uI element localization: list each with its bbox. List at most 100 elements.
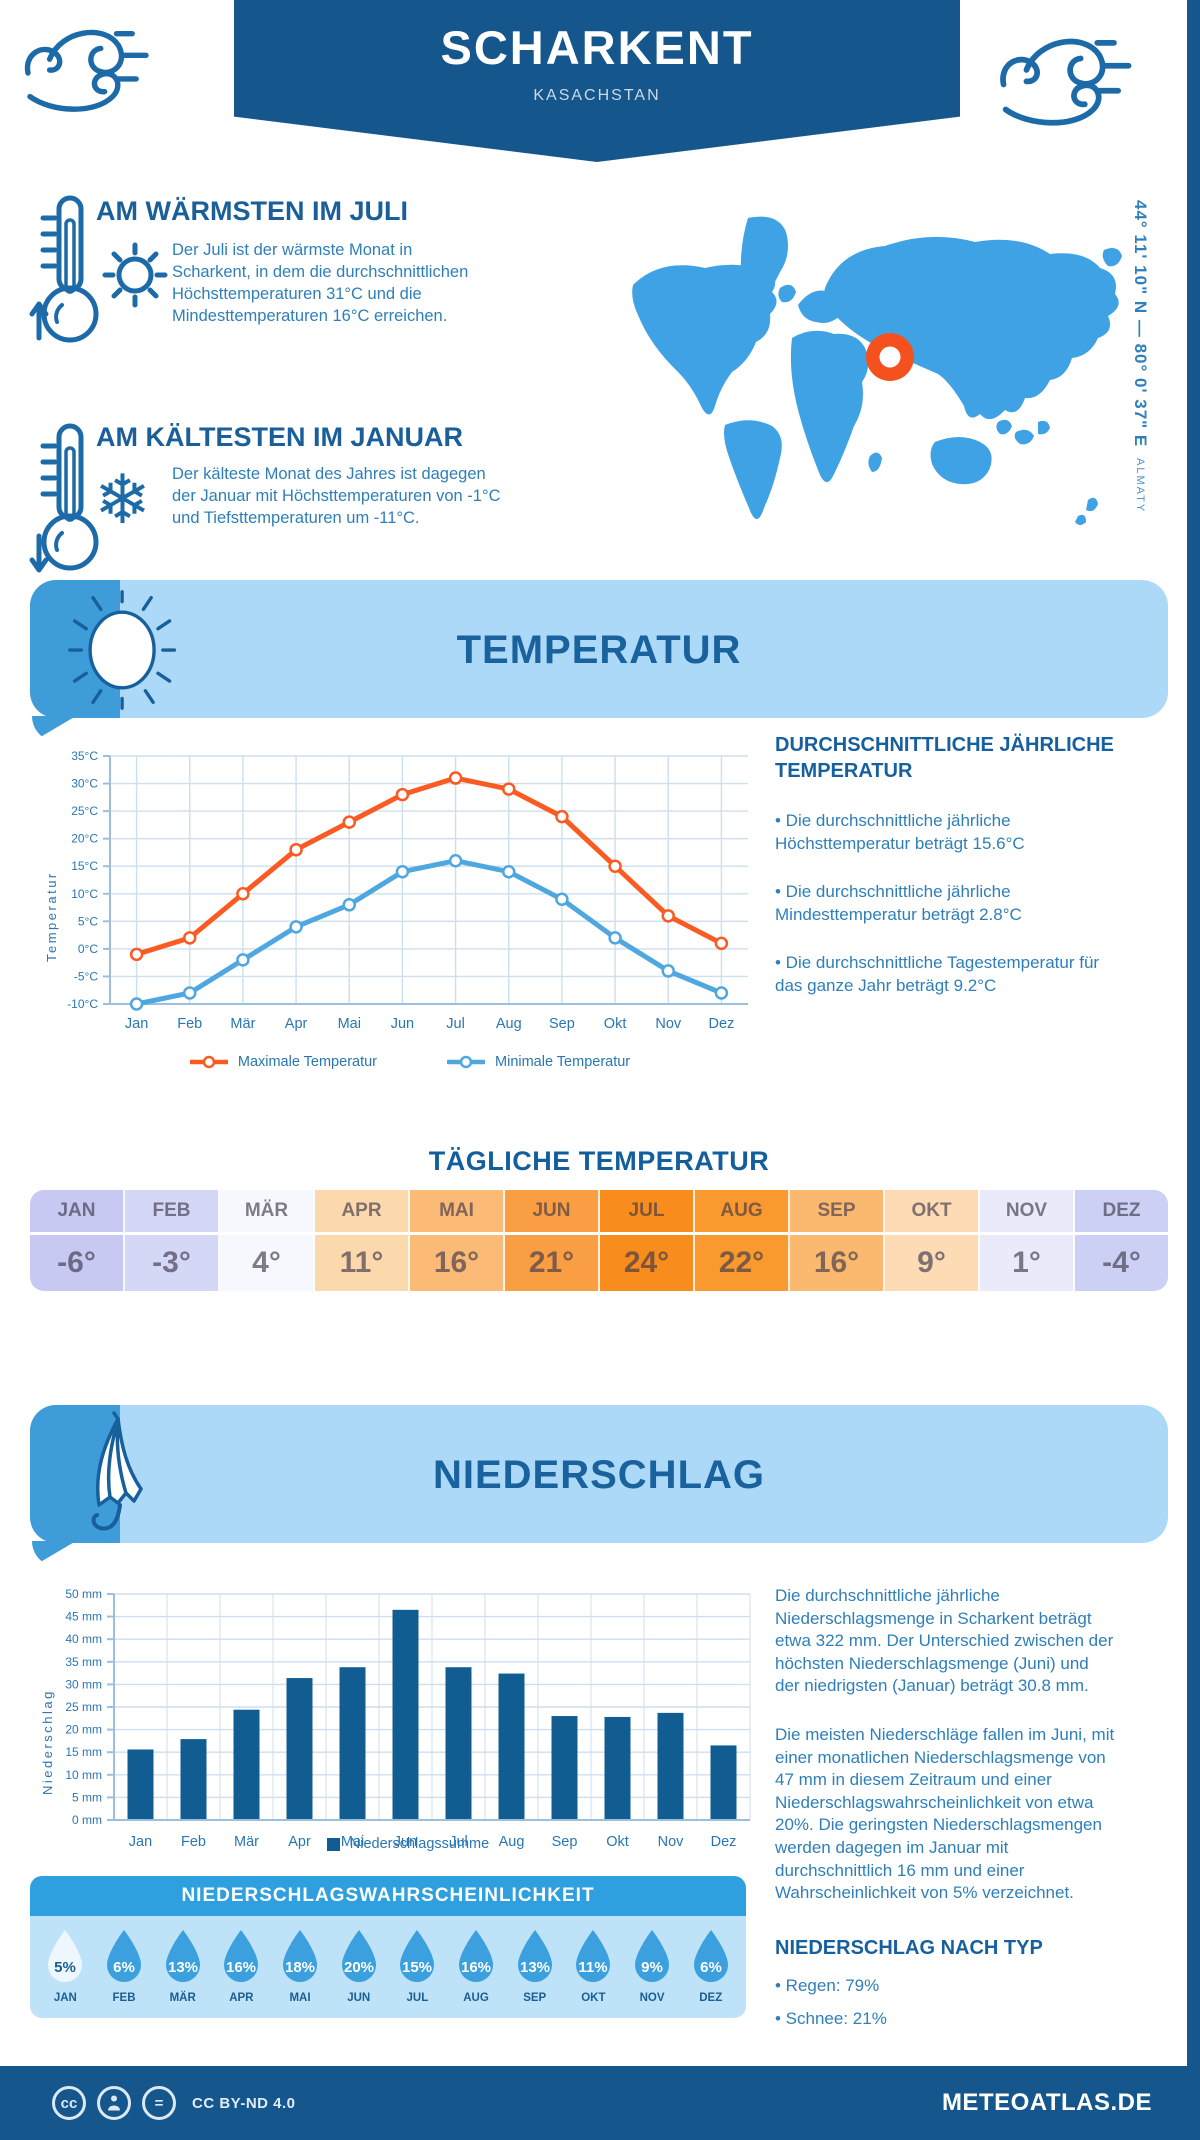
svg-text:-10°C: -10°C (67, 997, 98, 1011)
precip-paragraph: Die meisten Niederschläge fallen im Juni… (775, 1725, 1115, 1903)
month-column: JUN 21° (505, 1190, 600, 1291)
droplet-icon: 6% (693, 1930, 728, 1982)
svg-text:45 mm: 45 mm (65, 1610, 102, 1624)
banner-tail (32, 716, 76, 742)
probability-droplet: 13% MÄR (153, 1928, 212, 2004)
svg-text:15 mm: 15 mm (65, 1745, 102, 1759)
svg-text:Mai: Mai (341, 1834, 364, 1850)
month-column: FEB -3° (125, 1190, 220, 1291)
temp-y-axis-label: Temperatur (44, 871, 59, 962)
svg-text:9%: 9% (641, 1959, 663, 1976)
svg-text:6%: 6% (113, 1959, 135, 1976)
svg-text:Okt: Okt (606, 1834, 629, 1850)
month-label: JUL (600, 1190, 693, 1235)
svg-text:5 mm: 5 mm (72, 1790, 102, 1804)
svg-text:Dez: Dez (711, 1834, 737, 1850)
droplet-month-label: JUL (406, 1992, 429, 2004)
rain-share: • Regen: 79% (775, 1975, 880, 1995)
coldest-text: Der kälteste Monat des Jahres ist dagege… (172, 465, 501, 527)
thermometer-down-icon (29, 423, 99, 573)
precip-y-axis-label: Niederschlag (40, 1689, 55, 1795)
svg-text:30 mm: 30 mm (65, 1677, 102, 1691)
annual-temp-bullet: • Die durchschnittliche Tagestemperatur … (775, 953, 1100, 996)
right-edge-strip (1187, 0, 1200, 2140)
probability-droplet: 15% JUL (388, 1928, 447, 2004)
daily-temperature-title: TÄGLICHE TEMPERATUR (428, 1146, 770, 1176)
thermometer-up-icon (29, 195, 99, 343)
svg-text:15%: 15% (402, 1959, 432, 1976)
svg-text:0 mm: 0 mm (72, 1813, 102, 1827)
precipitation-probability-panel: NIEDERSCHLAGSWAHRSCHEINLICHKEIT 5% JAN 6% F… (30, 1876, 746, 2018)
svg-text:18%: 18% (285, 1959, 315, 1976)
coordinates-text: 44° 11' 10" N — 80° 0' 37" E (1131, 200, 1150, 448)
annual-temp-bullet: • Die durchschnittliche jährliche Höchst… (775, 811, 1025, 853)
month-column: MAI 16° (410, 1190, 505, 1291)
coldest-title: AM KÄLTESTEN IM JANUAR (96, 422, 463, 452)
droplet-month-label: AUG (463, 1992, 489, 2004)
month-label: OKT (885, 1190, 978, 1235)
legend-label: Niederschlagssumme (349, 1836, 490, 1852)
droplet-icon: 16% (459, 1930, 494, 1982)
svg-text:Jan: Jan (129, 1834, 152, 1850)
svg-text:15°C: 15°C (71, 859, 98, 873)
month-column: OKT 9° (885, 1190, 980, 1291)
droplet-icon: 15% (400, 1930, 435, 1982)
svg-text:Jan: Jan (125, 1016, 148, 1032)
droplet-icon: 9% (635, 1930, 670, 1982)
svg-text:5°C: 5°C (78, 914, 98, 928)
month-column: SEP 16° (790, 1190, 885, 1291)
svg-text:Apr: Apr (288, 1834, 311, 1850)
sun-banner-icon (68, 590, 177, 710)
svg-text:10 mm: 10 mm (65, 1768, 102, 1782)
svg-text:13%: 13% (168, 1959, 198, 1976)
svg-text:Aug: Aug (499, 1834, 525, 1850)
svg-text:Mär: Mär (230, 1016, 255, 1032)
svg-text:-5°C: -5°C (74, 969, 98, 983)
banner-tail (32, 1541, 76, 1567)
svg-text:35°C: 35°C (71, 749, 98, 763)
warmest-text: Der Juli ist der wärmste Monat in Schark… (172, 241, 469, 325)
month-column: JUL 24° (600, 1190, 695, 1291)
svg-text:16%: 16% (226, 1959, 256, 1976)
probability-droplet: 5% JAN (36, 1928, 95, 2004)
svg-text:40 mm: 40 mm (65, 1632, 102, 1646)
probability-droplets: 5% JAN 6% FEB 13% MÄR 16% APR 18% MAI 20% JUN 15% JUL… (30, 1916, 746, 2018)
wind-icon (24, 29, 149, 112)
month-label: JAN (30, 1190, 123, 1235)
sun-icon (102, 242, 168, 308)
droplet-icon: 13% (165, 1930, 200, 1982)
annual-temp-bullet: • Die durchschnittliche jährliche Mindes… (775, 882, 1022, 924)
precipitation-section-title: NIEDERSCHLAG (432, 1453, 766, 1497)
droplet-month-label: MÄR (169, 1992, 196, 2004)
month-column: MÄR 4° (220, 1190, 315, 1291)
month-column: NOV 1° (980, 1190, 1075, 1291)
temperature-legend: Maximale Temperatur Minimale Temperatur (60, 1054, 760, 1070)
month-label: FEB (125, 1190, 218, 1235)
equals-icon: = (142, 2086, 176, 2120)
wind-icon (1000, 38, 1132, 126)
svg-text:25 mm: 25 mm (65, 1700, 102, 1714)
temperature-section-title: TEMPERATUR (456, 628, 742, 672)
month-label: NOV (980, 1190, 1073, 1235)
svg-text:10°C: 10°C (71, 887, 98, 901)
month-column: AUG 22° (695, 1190, 790, 1291)
month-label: MÄR (220, 1190, 313, 1235)
cc-icon: cc (52, 2086, 86, 2120)
precipitation-bar-chart: 50 mm 45 mm 40 mm 35 mm 30 mm 25 mm 20 mm 15 mm… (65, 1587, 751, 1850)
probability-title: NIEDERSCHLAGSWAHRSCHEINLICHKEIT (30, 1876, 746, 1916)
probability-droplet: 18% MAI (271, 1928, 330, 2004)
month-temperature: 4° (252, 1246, 281, 1279)
month-label: MAI (410, 1190, 503, 1235)
precip-legend-item: Niederschlagssumme (326, 1836, 490, 1852)
svg-text:Mär: Mär (234, 1834, 259, 1850)
map-coordinates: 44° 11' 10" N — 80° 0' 37" E ALMATY (1130, 200, 1150, 580)
page-subtitle: KASACHSTAN (533, 87, 661, 104)
precip-by-type-title: NIEDERSCHLAG NACH TYP (775, 1936, 1043, 1959)
svg-text:Nov: Nov (658, 1834, 685, 1850)
droplet-month-label: DEZ (699, 1992, 723, 2004)
precipitation-banner: NIEDERSCHLAG (30, 1405, 1168, 1567)
droplet-month-label: FEB (112, 1992, 136, 2004)
svg-text:Sep: Sep (549, 1016, 575, 1032)
svg-text:Feb: Feb (181, 1834, 206, 1850)
